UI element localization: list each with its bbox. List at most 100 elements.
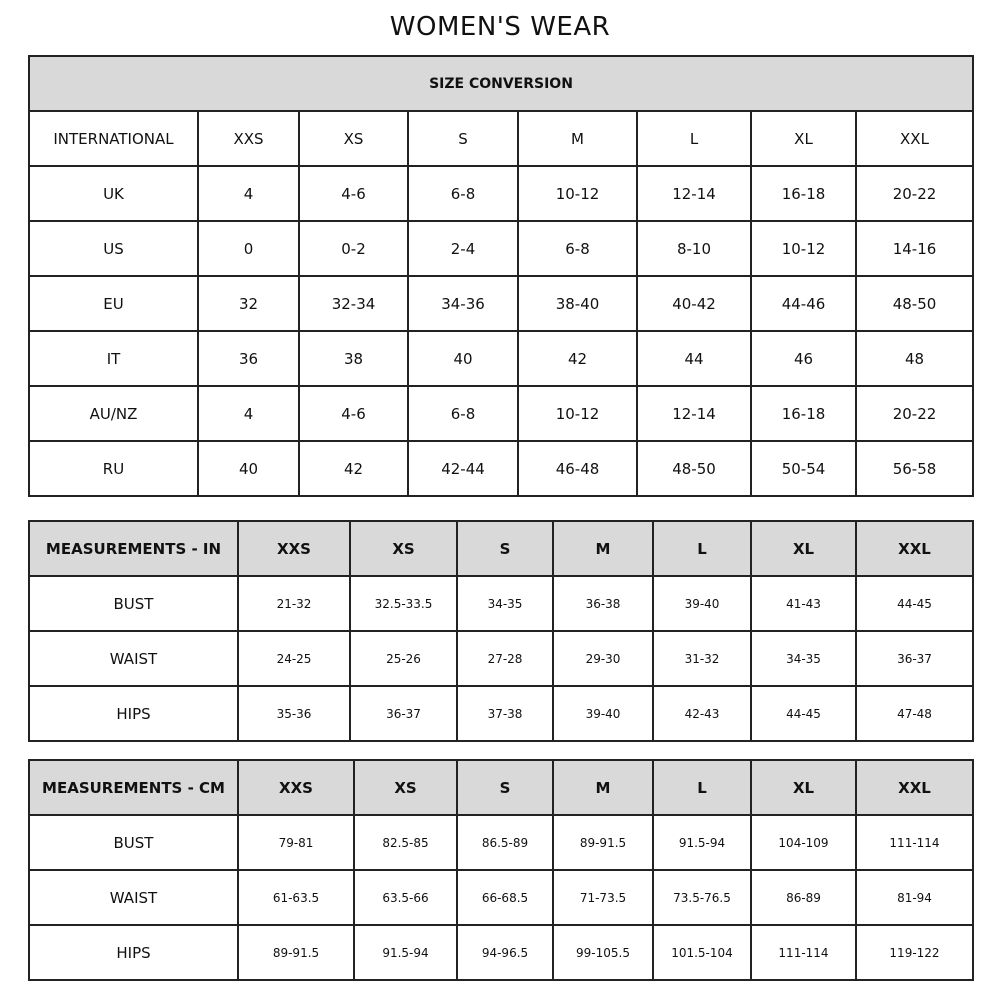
- row-label: EU: [28, 275, 199, 332]
- table-cell: 104-109: [750, 814, 857, 871]
- row-label: BUST: [28, 575, 239, 632]
- table-cell: 63.5-66: [353, 869, 458, 926]
- table-cell: 35-36: [237, 685, 351, 742]
- table-row: EU 32 32-34 34-36 38-40 40-42 44-46 48-50: [28, 275, 974, 332]
- column-header: XS: [349, 520, 458, 577]
- table-cell: 82.5-85: [353, 814, 458, 871]
- column-header: XXL: [855, 520, 974, 577]
- table-header-row: MEASUREMENTS - CM XXS XS S M L XL XXL: [28, 759, 974, 816]
- table-cell: 32: [197, 275, 300, 332]
- table-cell: 48-50: [855, 275, 974, 332]
- column-header: M: [552, 759, 654, 816]
- table-cell: 50-54: [750, 440, 857, 497]
- table-cell: 40: [197, 440, 300, 497]
- table-cell: 89-91.5: [552, 814, 654, 871]
- table-cell: L: [636, 110, 752, 167]
- row-label: HIPS: [28, 685, 239, 742]
- column-header: XS: [353, 759, 458, 816]
- column-header: L: [652, 759, 752, 816]
- table-cell: 27-28: [456, 630, 554, 687]
- table-cell: 111-114: [750, 924, 857, 981]
- row-label: BUST: [28, 814, 239, 871]
- size-conversion-table: SIZE CONVERSION INTERNATIONAL XXS XS S M L XL XX…: [28, 55, 974, 497]
- table-cell: 34-35: [456, 575, 554, 632]
- table-row: AU/NZ 4 4-6 6-8 10-12 12-14 16-18 20-22: [28, 385, 974, 442]
- column-header: XXS: [237, 759, 355, 816]
- column-header: XL: [750, 759, 857, 816]
- table-cell: 32.5-33.5: [349, 575, 458, 632]
- row-label: WAIST: [28, 630, 239, 687]
- table-cell: 14-16: [855, 220, 974, 277]
- table-cell: 16-18: [750, 165, 857, 222]
- table-cell: M: [517, 110, 638, 167]
- table-cell: 46-48: [517, 440, 638, 497]
- table-cell: 6-8: [517, 220, 638, 277]
- column-header: XXL: [855, 759, 974, 816]
- table-cell: 94-96.5: [456, 924, 554, 981]
- table-cell: 47-48: [855, 685, 974, 742]
- table-cell: 73.5-76.5: [652, 869, 752, 926]
- table-cell: 56-58: [855, 440, 974, 497]
- row-label: RU: [28, 440, 199, 497]
- page-title: WOMEN'S WEAR: [389, 12, 611, 42]
- table-cell: 101.5-104: [652, 924, 752, 981]
- table-cell: 12-14: [636, 385, 752, 442]
- table-cell: 44-45: [855, 575, 974, 632]
- table-cell: 21-32: [237, 575, 351, 632]
- table-cell: 10-12: [517, 165, 638, 222]
- row-label: IT: [28, 330, 199, 387]
- table-cell: 66-68.5: [456, 869, 554, 926]
- table-cell: 38: [298, 330, 409, 387]
- table-cell: 44: [636, 330, 752, 387]
- table-cell: S: [407, 110, 519, 167]
- table-header-row: SIZE CONVERSION: [28, 55, 974, 112]
- table-row: HIPS 35-36 36-37 37-38 39-40 42-43 44-45 47-48: [28, 685, 974, 742]
- table-cell: 4: [197, 385, 300, 442]
- row-label: AU/NZ: [28, 385, 199, 442]
- table-cell: 99-105.5: [552, 924, 654, 981]
- table-cell: 25-26: [349, 630, 458, 687]
- table-cell: 111-114: [855, 814, 974, 871]
- table-header-row: MEASUREMENTS - IN XXS XS S M L XL XXL: [28, 520, 974, 577]
- table-cell: 34-35: [750, 630, 857, 687]
- column-header: L: [652, 520, 752, 577]
- table-cell: 6-8: [407, 385, 519, 442]
- table-row: WAIST 24-25 25-26 27-28 29-30 31-32 34-35 36-37: [28, 630, 974, 687]
- row-label: HIPS: [28, 924, 239, 981]
- table-cell: 42: [517, 330, 638, 387]
- table-cell: 41-43: [750, 575, 857, 632]
- table-heading: SIZE CONVERSION: [28, 55, 974, 112]
- table-cell: 20-22: [855, 385, 974, 442]
- table-cell: 40: [407, 330, 519, 387]
- column-header: S: [456, 759, 554, 816]
- table-cell: 48: [855, 330, 974, 387]
- column-header: XL: [750, 520, 857, 577]
- table-cell: 40-42: [636, 275, 752, 332]
- table-cell: 89-91.5: [237, 924, 355, 981]
- row-label: UK: [28, 165, 199, 222]
- table-cell: 71-73.5: [552, 869, 654, 926]
- table-row: US 0 0-2 2-4 6-8 8-10 10-12 14-16: [28, 220, 974, 277]
- table-cell: 39-40: [552, 685, 654, 742]
- table-cell: 12-14: [636, 165, 752, 222]
- row-label: INTERNATIONAL: [28, 110, 199, 167]
- table-cell: 20-22: [855, 165, 974, 222]
- table-cell: 6-8: [407, 165, 519, 222]
- table-cell: 39-40: [652, 575, 752, 632]
- table-cell: XXL: [855, 110, 974, 167]
- table-cell: 44-45: [750, 685, 857, 742]
- measurements-cm-table: MEASUREMENTS - CM XXS XS S M L XL XXL BUST 79-81 8…: [28, 759, 974, 981]
- table-cell: 4: [197, 165, 300, 222]
- table-row: BUST 79-81 82.5-85 86.5-89 89-91.5 91.5-94 104…: [28, 814, 974, 871]
- table-cell: 38-40: [517, 275, 638, 332]
- table-cell: 61-63.5: [237, 869, 355, 926]
- table-cell: 46: [750, 330, 857, 387]
- table-cell: 0: [197, 220, 300, 277]
- table-cell: 29-30: [552, 630, 654, 687]
- table-heading: MEASUREMENTS - CM: [28, 759, 239, 816]
- table-cell: 36-38: [552, 575, 654, 632]
- table-cell: 91.5-94: [353, 924, 458, 981]
- table-cell: 36-37: [349, 685, 458, 742]
- column-header: XXS: [237, 520, 351, 577]
- table-cell: 42-44: [407, 440, 519, 497]
